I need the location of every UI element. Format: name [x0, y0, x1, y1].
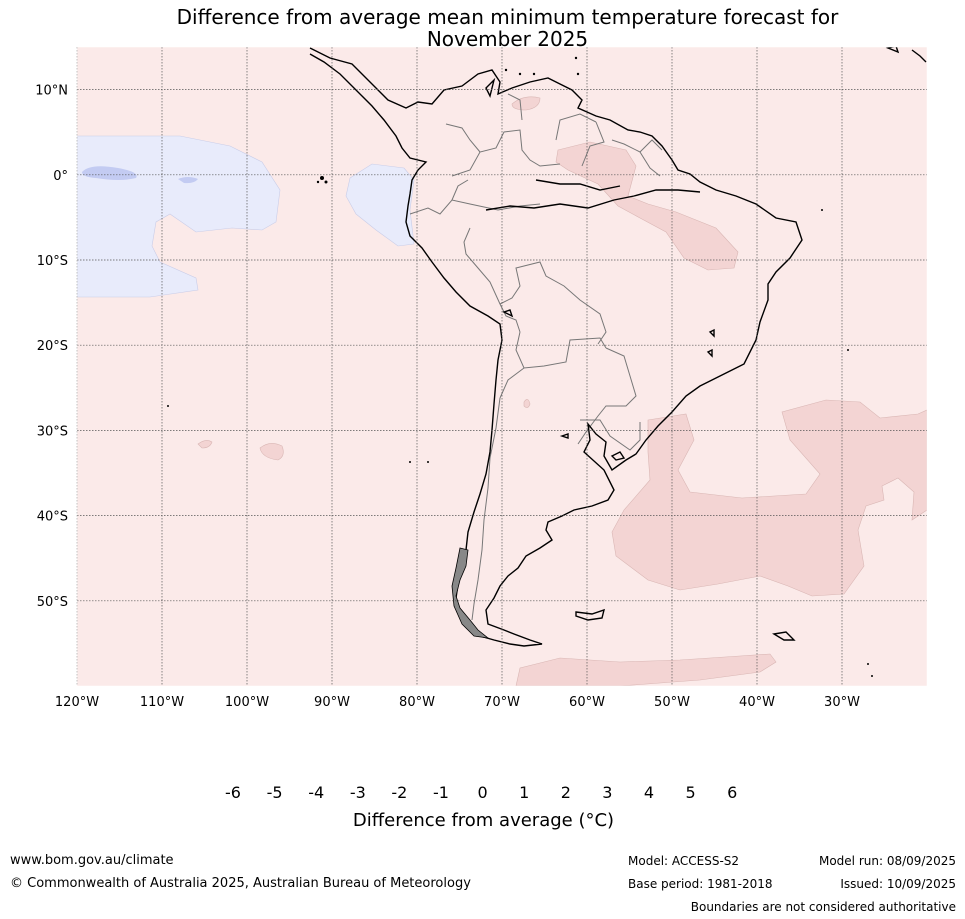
graticule [76, 47, 927, 686]
small-islands [167, 56, 873, 677]
latitude-label: 30°S [37, 424, 68, 439]
warm-anomaly-region-pacific-tiny [197, 440, 213, 449]
cool-anomaly-region-ecuador [345, 163, 415, 247]
warm-anomaly-region-amazon [555, 141, 739, 271]
colorbar-tick-label: 0 [477, 783, 488, 802]
warm-anomaly-region-caribbean [511, 96, 541, 111]
latitude-label: 50°S [37, 595, 68, 610]
warm-anomaly-region-pacific-small [259, 443, 284, 461]
coastlines [309, 47, 927, 647]
patagonian-islands [451, 547, 490, 639]
map-title-line2: November 2025 [426, 27, 589, 51]
colorbar-tick-label: 2 [560, 783, 571, 802]
colorbar-tick-label: -2 [391, 783, 408, 802]
stronger-cool-anomaly-patch [82, 166, 137, 180]
longitude-label: 30°W [824, 695, 860, 710]
longitude-label: 40°W [739, 695, 775, 710]
warm-anomaly-region-southern-ocean [515, 653, 777, 686]
warm-anomaly-region-patagonia [523, 399, 531, 408]
latitude-label: 0° [53, 169, 68, 184]
longitude-label: 120°W [55, 695, 99, 710]
colorbar-tick-label: -4 [308, 783, 325, 802]
latitude-label: 10°S [37, 254, 68, 269]
longitude-label: 60°W [569, 695, 605, 710]
longitude-labels: 120°W 110°W 100°W 90°W 80°W 70°W 60°W 50°W 40°W 3… [55, 695, 860, 710]
stronger-cool-anomaly-patch-small [178, 177, 198, 184]
base-period: Base period: 1981-2018 [628, 877, 773, 891]
map-title-line1: Difference from average mean minimum tem… [176, 5, 839, 29]
colorbar-tick-label: -3 [349, 783, 366, 802]
colorbar-tick-label: -6 [225, 783, 241, 802]
boundaries-disclaimer: Boundaries are not considered authoritat… [690, 900, 956, 914]
longitude-label: 50°W [654, 695, 690, 710]
model-name: Model: ACCESS-S2 [628, 854, 740, 868]
colorbar-tick-label: 1 [519, 783, 530, 802]
colorbar-tick-label: 4 [643, 783, 655, 802]
copyright-text: © Commonwealth of Australia 2025, Austra… [10, 876, 471, 891]
longitude-label: 100°W [225, 695, 269, 710]
latitude-label: 40°S [37, 510, 68, 525]
longitude-label: 110°W [140, 695, 184, 710]
country-borders [409, 93, 663, 621]
colorbar-tick-label: 3 [602, 783, 613, 802]
issued-date: Issued: 10/09/2025 [840, 877, 956, 891]
longitude-label: 70°W [484, 695, 520, 710]
latitude-labels: 10°N 0° 10°S 20°S 30°S 40°S 50°S [35, 84, 68, 610]
model-run: Model run: 08/09/2025 [818, 854, 956, 868]
longitude-label: 80°W [399, 695, 435, 710]
colorbar-tick-label: -1 [433, 783, 449, 802]
forecast-map: 10°N 0° 10°S 20°S 30°S 40°S 50°S 120°W 110°W 100… [35, 46, 928, 710]
website-link[interactable]: www.bom.gov.au/climate [10, 853, 174, 868]
latitude-label: 20°S [37, 339, 68, 354]
latitude-label: 10°N [35, 84, 68, 99]
colorbar-tick-label: -5 [266, 783, 283, 802]
longitude-label: 90°W [314, 695, 350, 710]
colorbar-tick-label: 6 [727, 783, 738, 802]
plot-frame [76, 46, 928, 687]
colorbar-title: Difference from average (°C) [352, 810, 615, 831]
warm-anomaly-region-south-atlantic [611, 399, 927, 597]
colorbar-tick-label: 5 [685, 783, 696, 802]
